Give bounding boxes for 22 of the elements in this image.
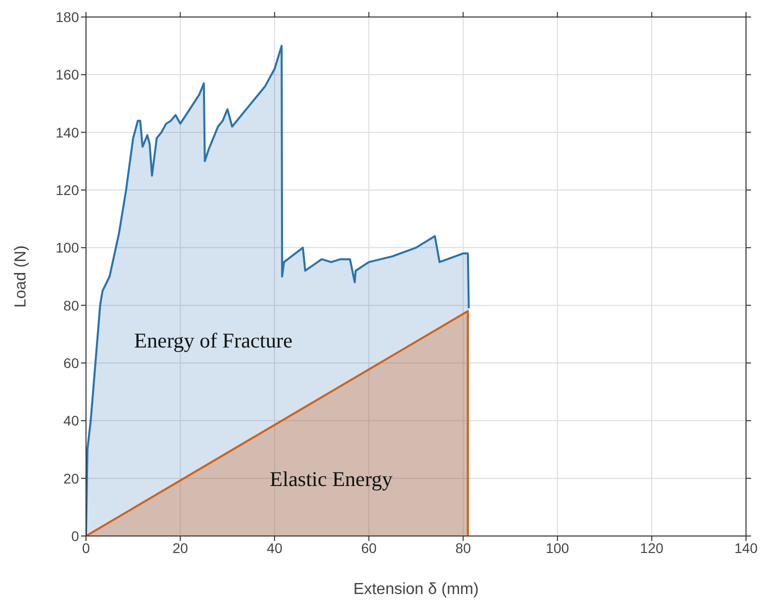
x-tick-label: 100 [546,540,570,556]
y-tick-label: 180 [56,8,80,25]
y-tick-label: 20 [63,470,80,486]
x-tick-label: 20 [172,540,188,556]
x-tick-label: 80 [455,540,472,556]
x-tick-label: 0 [82,540,90,556]
y-tick-label: 120 [56,182,80,198]
annotation: Elastic Energy [270,466,393,491]
x-tick-label: 40 [266,540,283,556]
annotation: Energy of Fracture [134,328,292,352]
y-tick-label: 140 [56,124,80,140]
x-axis-title: Extension δ (mm) [353,581,479,598]
y-tick-label: 100 [56,240,80,256]
y-tick-label: 160 [56,66,80,83]
y-tick-label: 80 [63,297,80,314]
y-tick-label: 40 [63,412,80,429]
y-tick-label: 60 [63,354,80,371]
y-tick-label: 0 [71,528,80,544]
x-tick-label: 140 [734,540,758,556]
x-tick-label: 120 [640,540,664,556]
x-tick-label: 60 [361,540,377,556]
y-axis-title: Load (N) [12,245,30,308]
